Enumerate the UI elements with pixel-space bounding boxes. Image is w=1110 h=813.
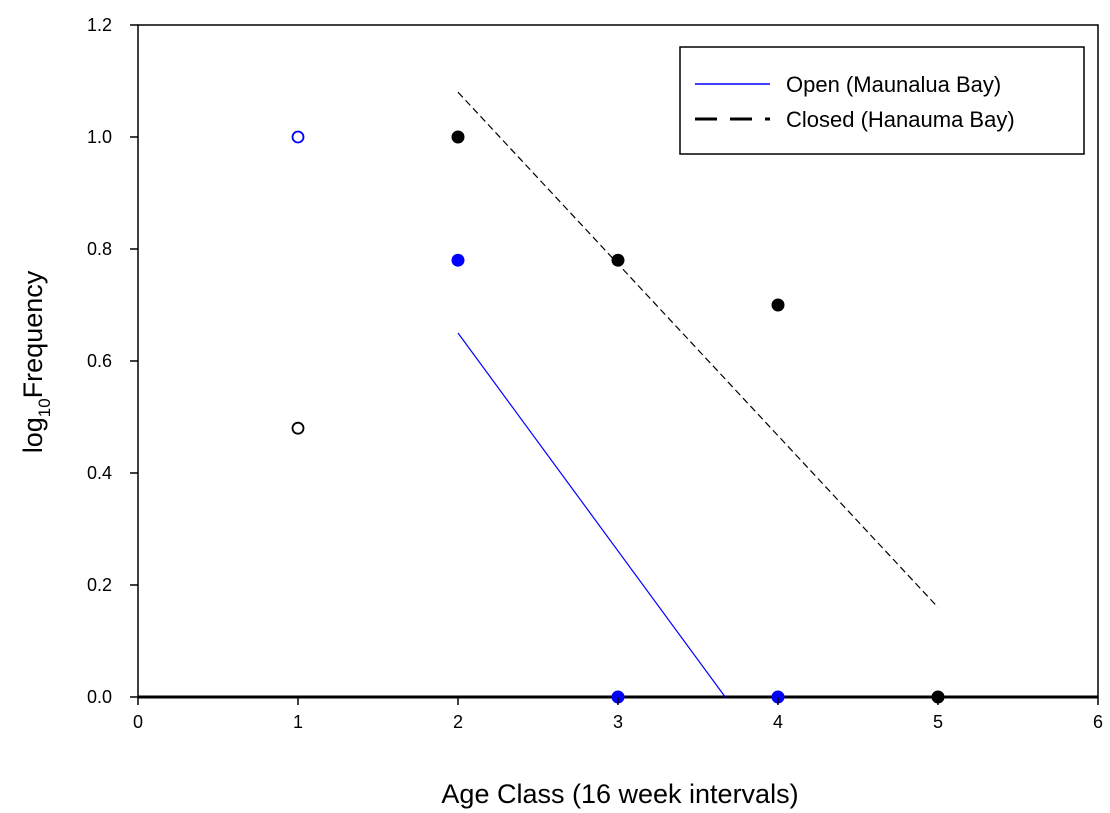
y-tick-label: 0.0 — [87, 687, 112, 707]
y-axis-title-subscript: 10 — [35, 398, 54, 417]
fit-line-closed — [457, 91, 939, 608]
x-axis: 0 1 2 3 4 5 6 — [133, 697, 1103, 732]
filled-point-closed — [771, 298, 785, 312]
open-point-closed — [291, 421, 305, 435]
y-tick-label: 0.4 — [87, 463, 112, 483]
y-axis-title: log10Frequency — [18, 270, 54, 453]
x-tick-label: 3 — [613, 712, 623, 732]
legend-label-open: Open (Maunalua Bay) — [786, 72, 1001, 97]
x-tick-label: 6 — [1093, 712, 1103, 732]
legend-box — [679, 46, 1085, 155]
y-tick-label: 0.8 — [87, 239, 112, 259]
y-axis: 0.0 0.2 0.4 0.6 0.8 1.0 1.2 — [87, 15, 138, 707]
fit-line-open — [457, 332, 726, 698]
y-tick-label: 1.2 — [87, 15, 112, 35]
legend: Open (Maunalua Bay) Closed (Hanauma Bay) — [679, 46, 1085, 155]
x-tick-label: 2 — [453, 712, 463, 732]
filled-point-open — [451, 253, 465, 267]
x-tick-label: 0 — [133, 712, 143, 732]
x-tick-label: 4 — [773, 712, 783, 732]
open-point-open — [291, 130, 305, 144]
x-tick-label: 5 — [933, 712, 943, 732]
y-axis-title-prefix: log — [18, 417, 48, 453]
filled-point-closed — [451, 130, 465, 144]
y-tick-label: 0.6 — [87, 351, 112, 371]
fit-lines — [457, 91, 939, 698]
legend-label-closed: Closed (Hanauma Bay) — [786, 107, 1015, 132]
y-axis-title-suffix: Frequency — [18, 270, 48, 398]
filled-point-closed — [611, 253, 625, 267]
y-tick-label: 1.0 — [87, 127, 112, 147]
x-tick-label: 1 — [293, 712, 303, 732]
y-tick-label: 0.2 — [87, 575, 112, 595]
x-axis-title: Age Class (16 week intervals) — [441, 779, 798, 809]
data-points — [291, 130, 945, 704]
